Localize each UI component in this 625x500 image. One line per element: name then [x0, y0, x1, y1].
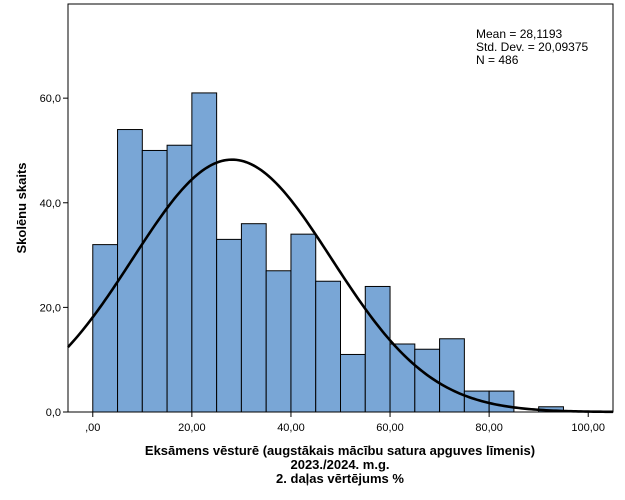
- normal-curve: [67, 158, 614, 414]
- histogram-bar-1: [117, 129, 143, 413]
- stats-std-dev: Std. Dev. = 20,09375: [476, 40, 589, 54]
- x-tick-label-3: 60,00: [376, 422, 404, 434]
- histogram-bar-0: [92, 244, 119, 413]
- y-axis: 0,0 20,0 40,0 60,0: [40, 93, 68, 419]
- y-axis-title: Skolēnu skaits: [14, 162, 29, 253]
- histogram-bar-3: [166, 144, 193, 413]
- histogram-bar-7: [265, 270, 292, 413]
- x-tick-label-4: 80,00: [475, 422, 503, 434]
- x-tick-label-1: 20,00: [178, 422, 206, 434]
- histogram-bar-16: [488, 390, 515, 413]
- histogram-bar-5: [216, 238, 242, 413]
- histogram-bar-2: [141, 149, 168, 413]
- y-tick-label-3: 60,0: [40, 93, 61, 105]
- stats-mean: Mean = 28,1193: [476, 27, 563, 41]
- x-axis-title-line-2: 2023./2024. m.g.: [290, 457, 389, 472]
- y-tick-label-1: 20,0: [40, 302, 61, 314]
- y-tick-label-2: 40,0: [40, 198, 61, 210]
- x-axis-title-line-3: 2. daļas vērtējums %: [276, 471, 404, 486]
- histogram-bar-4: [191, 92, 218, 413]
- histogram-bar-9: [315, 280, 341, 413]
- x-axis-title-line-1: Eksāmens vēsturē (augstākais mācību satu…: [145, 443, 535, 458]
- histogram-bar-8: [290, 233, 317, 413]
- x-tick-label-2: 40,00: [277, 422, 305, 434]
- histogram-bar-6: [240, 223, 267, 413]
- y-tick-label-0: 0,0: [46, 407, 61, 419]
- x-tick-label-0: ,00: [85, 422, 100, 434]
- histogram-bar-11: [364, 285, 391, 413]
- histogram-bar-14: [439, 338, 465, 413]
- histogram-bar-10: [340, 353, 366, 413]
- x-axis: ,00 20,00 40,00 60,00 80,00 100,00: [85, 412, 605, 434]
- stats-n: N = 486: [476, 53, 519, 67]
- bars-group: [92, 92, 564, 413]
- x-tick-label-5: 100,00: [571, 422, 605, 434]
